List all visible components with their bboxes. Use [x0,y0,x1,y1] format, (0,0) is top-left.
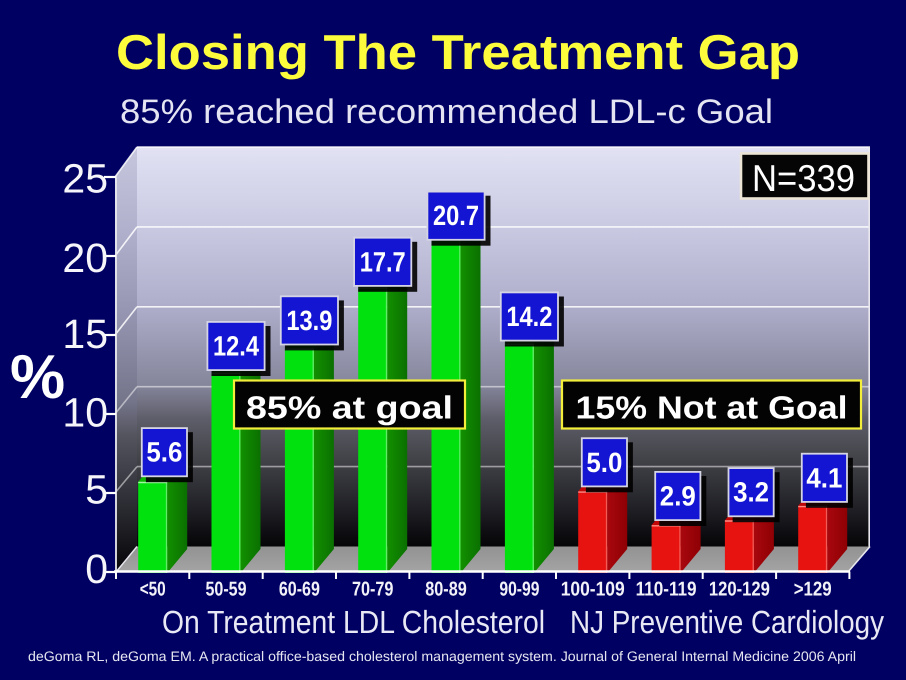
svg-text:85% at goal: 85% at goal [246,390,453,426]
svg-text:15: 15 [62,311,108,357]
svg-text:14.2: 14.2 [506,301,552,332]
svg-text:100-109: 100-109 [561,579,625,601]
svg-text:17.7: 17.7 [360,246,406,277]
svg-text:NJ Preventive Cardiology: NJ Preventive Cardiology [570,604,884,640]
svg-text:13.9: 13.9 [286,305,332,336]
svg-text:60-69: 60-69 [279,579,320,601]
svg-text:>129: >129 [794,579,832,601]
svg-text:20.7: 20.7 [433,200,479,231]
svg-text:%: % [10,343,65,412]
svg-text:25: 25 [62,156,108,202]
svg-text:70-79: 70-79 [352,579,394,601]
svg-text:deGoma RL, deGoma EM. A pract: deGoma RL, deGoma EM. A practical office… [28,649,856,664]
svg-text:20: 20 [62,235,108,281]
svg-text:10: 10 [62,390,108,436]
svg-text:2.9: 2.9 [660,481,696,512]
svg-text:80-89: 80-89 [425,579,467,601]
svg-text:N=339: N=339 [752,157,855,199]
svg-text:On Treatment LDL Cholesterol: On Treatment LDL Cholesterol [162,604,545,640]
svg-text:<50: <50 [140,579,166,601]
svg-text:85% reached recommended LDL-c: 85% reached recommended LDL-c Goal [120,93,773,131]
svg-text:Closing The Treatment Gap: Closing The Treatment Gap [116,26,800,80]
svg-text:5.0: 5.0 [586,447,622,478]
svg-text:50-59: 50-59 [206,579,247,601]
svg-text:0: 0 [85,546,108,592]
svg-text:5.6: 5.6 [146,437,182,468]
svg-text:12.4: 12.4 [213,331,259,362]
svg-text:110-119: 110-119 [636,579,697,601]
svg-text:15% Not at Goal: 15% Not at Goal [576,390,848,426]
svg-text:5: 5 [85,467,108,513]
svg-text:120-129: 120-129 [709,579,770,601]
svg-text:90-99: 90-99 [499,579,539,601]
svg-text:4.1: 4.1 [806,462,842,493]
svg-text:3.2: 3.2 [733,477,769,508]
